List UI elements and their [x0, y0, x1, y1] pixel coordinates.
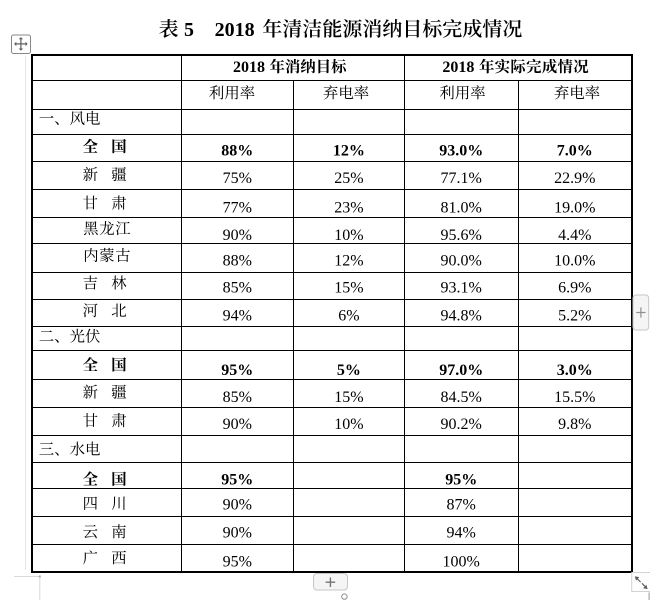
- svg-text:4.4%: 4.4%: [558, 227, 591, 244]
- svg-text:87%: 87%: [447, 497, 476, 514]
- svg-text:10%: 10%: [334, 227, 363, 244]
- svg-text:90%: 90%: [223, 416, 252, 433]
- svg-text:23%: 23%: [334, 199, 363, 216]
- svg-text:93.1%: 93.1%: [441, 279, 482, 296]
- svg-text:90%: 90%: [223, 524, 252, 541]
- svg-text:7.0%: 7.0%: [557, 143, 593, 160]
- svg-text:95%: 95%: [223, 554, 252, 571]
- svg-text:2018: 2018: [233, 59, 265, 76]
- svg-text:93.0%: 93.0%: [439, 143, 483, 160]
- svg-text:84.5%: 84.5%: [441, 389, 482, 406]
- svg-text:95.6%: 95.6%: [441, 227, 482, 244]
- svg-text:85%: 85%: [223, 279, 252, 296]
- svg-text:77%: 77%: [223, 199, 252, 216]
- svg-text:90%: 90%: [223, 227, 252, 244]
- svg-text:94%: 94%: [447, 524, 476, 541]
- svg-text:94%: 94%: [223, 307, 252, 324]
- svg-text:19.0%: 19.0%: [554, 199, 595, 216]
- svg-text:97.0%: 97.0%: [439, 362, 483, 379]
- svg-text:88%: 88%: [223, 252, 252, 269]
- svg-text:10.0%: 10.0%: [554, 252, 595, 269]
- svg-text:100%: 100%: [443, 554, 480, 571]
- svg-text:10%: 10%: [334, 416, 363, 433]
- svg-text:85%: 85%: [223, 389, 252, 406]
- svg-text:77.1%: 77.1%: [441, 170, 482, 187]
- svg-text:90%: 90%: [223, 497, 252, 514]
- svg-text:15%: 15%: [334, 279, 363, 296]
- svg-text:95%: 95%: [221, 362, 253, 379]
- svg-text:94.8%: 94.8%: [441, 307, 482, 324]
- svg-text:6.9%: 6.9%: [558, 279, 591, 296]
- svg-text:22.9%: 22.9%: [554, 170, 595, 187]
- svg-text:5%: 5%: [337, 362, 361, 379]
- svg-text:12%: 12%: [334, 252, 363, 269]
- svg-text:75%: 75%: [223, 170, 252, 187]
- svg-text:9.8%: 9.8%: [558, 416, 591, 433]
- svg-text:2018: 2018: [215, 19, 255, 41]
- svg-text:2018: 2018: [442, 59, 474, 76]
- svg-text:90.0%: 90.0%: [441, 252, 482, 269]
- svg-text:88%: 88%: [221, 143, 253, 160]
- svg-text:5: 5: [184, 19, 194, 41]
- svg-text:5.2%: 5.2%: [558, 307, 591, 324]
- svg-text:12%: 12%: [333, 143, 365, 160]
- svg-text:25%: 25%: [334, 170, 363, 187]
- svg-text:3.0%: 3.0%: [557, 362, 593, 379]
- svg-text:95%: 95%: [445, 471, 477, 488]
- svg-text:81.0%: 81.0%: [441, 199, 482, 216]
- svg-text:15.5%: 15.5%: [554, 389, 595, 406]
- svg-text:90.2%: 90.2%: [441, 416, 482, 433]
- svg-text:95%: 95%: [221, 471, 253, 488]
- svg-text:15%: 15%: [334, 389, 363, 406]
- svg-text:6%: 6%: [338, 307, 359, 324]
